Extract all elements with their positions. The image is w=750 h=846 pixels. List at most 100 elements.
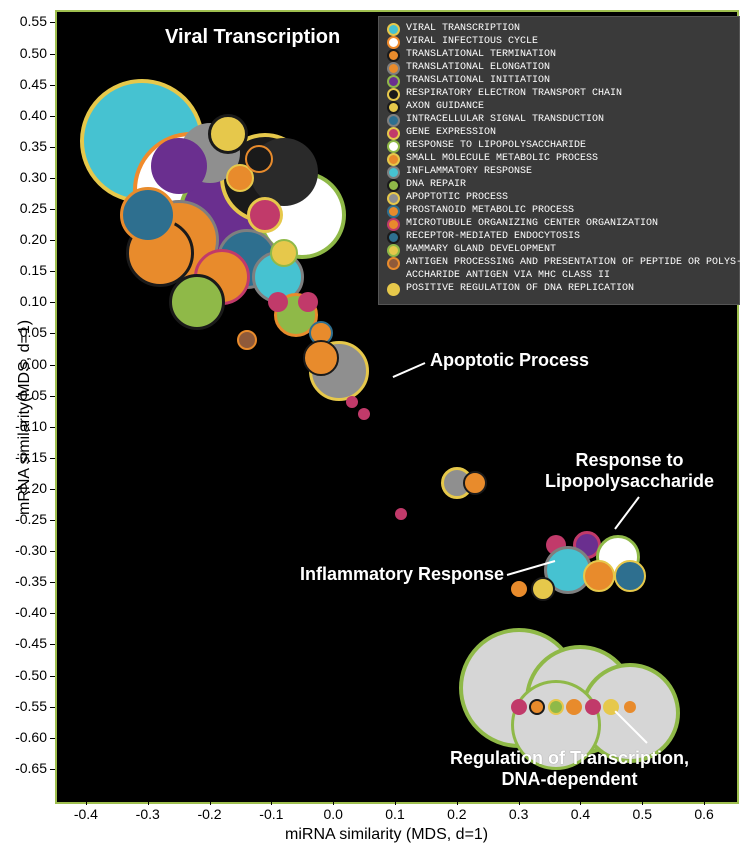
y-tick-label: 0.25: [0, 200, 47, 216]
legend-label: Respiratory Electron Transport Chain: [406, 88, 622, 101]
legend-row: accharide Antigen via MHC Class II: [387, 270, 731, 283]
y-tick-label: -0.40: [0, 604, 47, 620]
x-tick-label: -0.4: [61, 806, 111, 822]
bubble: [169, 274, 225, 330]
y-tick-label: 0.15: [0, 262, 47, 278]
bubble: [208, 114, 248, 154]
y-tick-label: 0.50: [0, 45, 47, 61]
x-tick-label: 0.4: [555, 806, 605, 822]
y-tick-label: 0.55: [0, 13, 47, 29]
y-tick-label: 0.30: [0, 169, 47, 185]
bubble: [151, 138, 207, 194]
legend-label: Translational Elongation: [406, 62, 550, 75]
legend-swatch: [387, 244, 400, 257]
bubble: [548, 699, 564, 715]
legend-panel: Viral TranscriptionViral Infectious Cycl…: [378, 16, 740, 305]
legend-label: Axon Guidance: [406, 101, 484, 114]
legend-swatch: [387, 153, 400, 166]
legend-swatch: [387, 101, 400, 114]
x-axis-title: miRNA similarity (MDS, d=1): [285, 826, 488, 844]
bubble: [247, 197, 283, 233]
legend-row: Antigen Processing and Presentation of P…: [387, 257, 731, 270]
bubble: [237, 330, 257, 350]
legend-label: Prostanoid Metabolic Process: [406, 205, 574, 218]
legend-label: Response to Lipopolysaccharide: [406, 140, 586, 153]
legend-label: Small Molecule Metabolic Process: [406, 153, 598, 166]
legend-label: Intracellular Signal Transduction: [406, 114, 604, 127]
bubble: [566, 699, 582, 715]
y-axis-title: mRNA similarity(MDS, d=1): [16, 320, 34, 515]
legend-label: Viral Transcription: [406, 23, 520, 36]
legend-swatch: [387, 127, 400, 140]
legend-swatch: [387, 283, 400, 296]
legend-row: Inflammatory Response: [387, 166, 731, 179]
legend-row: Small Molecule Metabolic Process: [387, 153, 731, 166]
y-tick-label: -0.50: [0, 667, 47, 683]
legend-row: Response to Lipopolysaccharide: [387, 140, 731, 153]
legend-row: Receptor-mediated Endocytosis: [387, 231, 731, 244]
legend-label: Positive Regulation of DNA Replication: [406, 283, 634, 296]
legend-swatch: [387, 140, 400, 153]
bubble: [268, 292, 288, 312]
bubble: [614, 560, 646, 592]
x-tick-label: 0.1: [370, 806, 420, 822]
bubble: [298, 292, 318, 312]
legend-swatch: [387, 257, 400, 270]
legend-swatch: [387, 166, 400, 179]
y-tick-label: 0.20: [0, 231, 47, 247]
y-tick-label: -0.60: [0, 729, 47, 745]
legend-swatch: [387, 75, 400, 88]
legend-swatch: [387, 231, 400, 244]
legend-row: Intracellular Signal Transduction: [387, 114, 731, 127]
legend-row: Viral Infectious Cycle: [387, 36, 731, 49]
legend-label: Mammary Gland Development: [406, 244, 556, 257]
bubble: [531, 577, 555, 601]
y-tick-label: 0.35: [0, 138, 47, 154]
legend-swatch: [387, 205, 400, 218]
legend-row: Mammary Gland Development: [387, 244, 731, 257]
bubble: [270, 239, 298, 267]
bubble: [303, 340, 339, 376]
legend-label: Microtubule Organizing Center Organizati…: [406, 218, 658, 231]
legend-row: Positive Regulation of DNA Replication: [387, 283, 731, 296]
legend-label: Viral Infectious Cycle: [406, 36, 538, 49]
x-tick-label: 0.3: [494, 806, 544, 822]
bubble: [585, 699, 601, 715]
bubble: [395, 508, 407, 520]
legend-row: Microtubule Organizing Center Organizati…: [387, 218, 731, 231]
legend-swatch: [387, 192, 400, 205]
legend-row: Respiratory Electron Transport Chain: [387, 88, 731, 101]
callout-label: Response toLipopolysaccharide: [545, 450, 714, 491]
legend-row: Prostanoid Metabolic Process: [387, 205, 731, 218]
callout-label: Inflammatory Response: [300, 564, 504, 585]
bubble: [245, 145, 273, 173]
legend-row: Apoptotic Process: [387, 192, 731, 205]
callout-label: Regulation of Transcription,DNA-dependen…: [450, 748, 689, 789]
legend-swatch: [387, 36, 400, 49]
legend-swatch: [387, 114, 400, 127]
bubble: [120, 187, 176, 243]
legend-swatch: [387, 49, 400, 62]
legend-swatch: [387, 179, 400, 192]
legend-label: Apoptotic Process: [406, 192, 508, 205]
legend-swatch: [387, 88, 400, 101]
x-tick-label: -0.3: [123, 806, 173, 822]
legend-label: Antigen Processing and Presentation of P…: [406, 257, 742, 270]
legend-row: Axon Guidance: [387, 101, 731, 114]
legend-row: Translational Elongation: [387, 62, 731, 75]
legend-label: Receptor-mediated Endocytosis: [406, 231, 580, 244]
legend-swatch: [387, 23, 400, 36]
legend-label: accharide Antigen via MHC Class II: [406, 270, 610, 283]
legend-row: Translational Termination: [387, 49, 731, 62]
y-tick-label: 0.10: [0, 293, 47, 309]
legend-label: Gene Expression: [406, 127, 496, 140]
bubble: [511, 581, 527, 597]
callout-label: Viral Transcription: [165, 26, 340, 49]
bubble: [529, 699, 545, 715]
legend-row: Gene Expression: [387, 127, 731, 140]
legend-swatch: [387, 218, 400, 231]
y-tick-label: 0.40: [0, 107, 47, 123]
figure-container: Viral TranscriptionViral Infectious Cycl…: [0, 0, 750, 846]
legend-row: Viral Transcription: [387, 23, 731, 36]
legend-label: Translational Initiation: [406, 75, 550, 88]
